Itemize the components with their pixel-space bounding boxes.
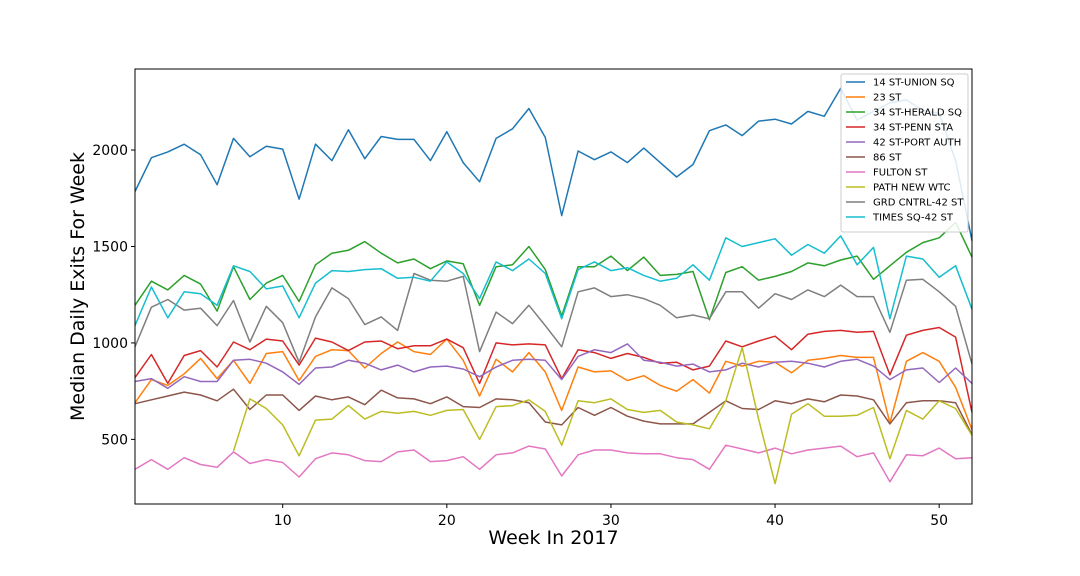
legend-label-fulton-st: FULTON ST [873, 168, 928, 179]
series-line-fulton-st [134, 444, 973, 483]
plot-frame [134, 68, 973, 505]
legend-label-14-st-union-sq: 14 ST-UNION SQ [873, 78, 955, 89]
series-line-grd-cntrl-42-st [134, 272, 973, 365]
series-lines [134, 87, 973, 485]
legend: 14 ST-UNION SQ 23 ST 34 ST-HERALD SQ 34 ST-… [840, 73, 969, 233]
x-tick-label: 30 [602, 513, 620, 529]
y-tick-label: 1500 [92, 239, 128, 255]
legend-label-grd-cntrl-42-st: GRD CNTRL-42 ST [873, 198, 964, 209]
series-line-14-st-union-sq [134, 87, 973, 241]
x-axis-label: Week In 2017 [488, 527, 618, 549]
axis-ticks: 10 20 30 40 50 500 1000 1500 2000 [92, 143, 948, 529]
y-tick-label: 1000 [92, 336, 128, 352]
series-line-path-new-wtc [232, 346, 973, 485]
legend-label-path-new-wtc: PATH NEW WTC [873, 183, 951, 194]
series-line-times-sq-42-st [134, 235, 973, 326]
legend-label-34-st-penn-sta: 34 ST-PENN STA [873, 123, 953, 134]
series-line-34-st-penn-sta [134, 326, 973, 413]
x-tick-label: 10 [274, 513, 292, 529]
x-tick-label: 50 [930, 513, 948, 529]
legend-label-34-st-herald-sq: 34 ST-HERALD SQ [873, 108, 962, 119]
y-tick-label: 2000 [92, 143, 128, 159]
series-line-86-st [134, 388, 973, 435]
legend-label-23-st: 23 ST [873, 93, 902, 104]
y-axis-label: Median Daily Exits For Week [67, 152, 89, 421]
legend-box [840, 73, 969, 233]
legend-label-42-st-port-auth: 42 ST-PORT AUTH [873, 138, 961, 149]
y-tick-label: 500 [101, 432, 128, 448]
series-line-34-st-herald-sq [134, 221, 973, 321]
series-line-23-st [134, 338, 973, 430]
legend-label-times-sq-42-st: TIMES SQ-42 ST [872, 213, 954, 224]
legend-label-86-st: 86 ST [873, 153, 902, 164]
series-line-42-st-port-auth [134, 343, 973, 390]
x-tick-label: 20 [438, 513, 456, 529]
x-tick-label: 40 [766, 513, 784, 529]
